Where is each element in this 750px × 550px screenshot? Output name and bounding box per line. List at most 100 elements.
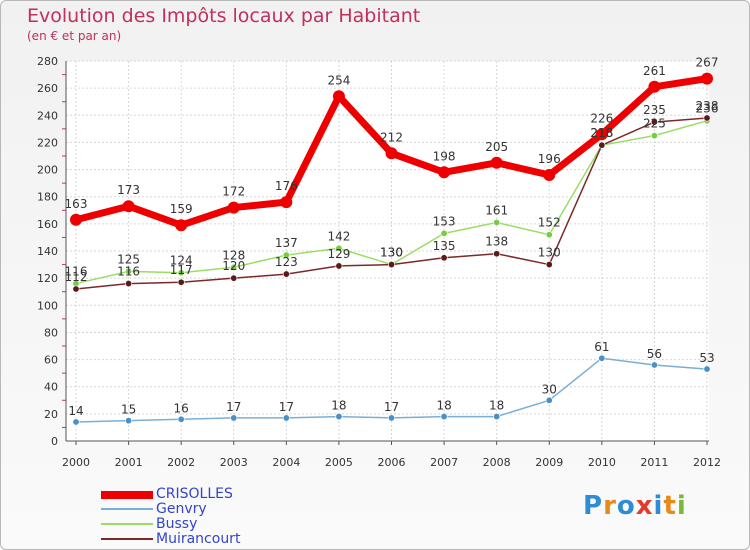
- data-point-genvry: [72, 418, 80, 426]
- legend-swatch-muirancourt: [101, 538, 153, 540]
- data-point-muirancourt: [650, 118, 658, 126]
- logo-letter: i: [653, 491, 664, 521]
- legend-label-bussy: Bussy: [156, 516, 198, 532]
- legend-label-genvry: Genvry: [156, 501, 207, 517]
- data-label-crisolles: 226: [590, 111, 613, 125]
- data-point-crisolles: [385, 147, 398, 160]
- legend-swatch-genvry: [101, 508, 153, 510]
- x-tick-label: 2010: [588, 456, 616, 469]
- data-label-muirancourt: 112: [65, 270, 88, 284]
- data-point-bussy: [440, 229, 448, 237]
- data-point-genvry: [125, 417, 133, 425]
- y-tick-label: 40: [44, 381, 58, 394]
- data-label-genvry: 30: [542, 382, 557, 396]
- series-lines: [70, 72, 713, 426]
- logo-letter: i: [676, 491, 687, 521]
- data-label-genvry: 16: [174, 401, 189, 415]
- data-label-muirancourt: 130: [538, 246, 561, 260]
- data-label-muirancourt: 120: [222, 259, 245, 273]
- logo-letter: r: [603, 491, 617, 521]
- data-point-crisolles: [122, 200, 135, 213]
- x-tick-label: 2003: [220, 456, 248, 469]
- data-point-genvry: [545, 396, 553, 404]
- data-label-genvry: 61: [594, 340, 609, 354]
- data-point-crisolles: [438, 166, 451, 179]
- data-label-bussy: 130: [380, 246, 403, 260]
- legend-label-crisolles: CRISOLLES: [156, 486, 233, 502]
- data-label-crisolles: 176: [275, 179, 298, 193]
- data-point-muirancourt: [493, 250, 501, 258]
- x-tick-label: 2005: [325, 456, 353, 469]
- data-point-muirancourt: [125, 280, 133, 288]
- data-label-muirancourt: 129: [327, 247, 350, 261]
- x-tick-label: 2002: [167, 456, 195, 469]
- data-label-bussy: 218: [590, 126, 613, 140]
- data-point-bussy: [335, 244, 343, 252]
- data-label-crisolles: 172: [222, 185, 245, 199]
- data-point-crisolles: [280, 196, 293, 209]
- data-label-muirancourt: 135: [433, 239, 456, 253]
- data-label-bussy: 161: [485, 204, 508, 218]
- data-label-bussy: 153: [433, 214, 456, 228]
- data-label-genvry: 17: [279, 400, 294, 414]
- data-label-crisolles: 163: [65, 197, 88, 211]
- data-label-genvry: 53: [699, 351, 714, 365]
- data-point-muirancourt: [545, 261, 553, 269]
- data-label-muirancourt: 130: [380, 246, 403, 260]
- data-point-muirancourt: [440, 254, 448, 262]
- chart-subtitle: (en € et par an): [27, 29, 122, 43]
- data-label-crisolles: 261: [643, 64, 666, 78]
- data-label-crisolles: 196: [538, 152, 561, 166]
- y-tick-label: 200: [37, 164, 58, 177]
- data-point-genvry: [387, 414, 395, 422]
- proxiti-logo: Proxiti: [583, 491, 687, 521]
- data-label-genvry: 17: [226, 400, 241, 414]
- data-point-bussy: [493, 219, 501, 227]
- chart-title: Evolution des Impôts locaux par Habitant: [27, 5, 421, 27]
- data-label-crisolles: 198: [433, 149, 456, 163]
- y-tick-label: 160: [37, 218, 58, 231]
- data-point-crisolles: [175, 219, 188, 232]
- data-point-crisolles: [70, 213, 82, 226]
- data-point-muirancourt: [703, 114, 711, 122]
- data-label-crisolles: 173: [117, 183, 140, 197]
- y-tick-label: 100: [37, 299, 58, 312]
- x-tick-label: 2011: [640, 456, 668, 469]
- x-tick-label: 2006: [378, 456, 406, 469]
- data-label-muirancourt: 117: [170, 263, 193, 277]
- y-tick-label: 120: [37, 272, 58, 285]
- x-tick-label: 2008: [483, 456, 511, 469]
- data-point-muirancourt: [335, 262, 343, 270]
- x-tick-label: 2007: [430, 456, 458, 469]
- data-point-crisolles: [332, 90, 345, 103]
- data-label-crisolles: 205: [485, 140, 508, 154]
- grid: [66, 60, 709, 442]
- data-point-genvry: [282, 414, 290, 422]
- data-label-muirancourt: 238: [696, 99, 719, 113]
- data-label-bussy: 128: [222, 248, 245, 262]
- data-point-genvry: [493, 413, 501, 421]
- y-tick-label: 180: [37, 191, 58, 204]
- data-point-bussy: [177, 269, 185, 277]
- legend-label-muirancourt: Muirancourt: [156, 531, 241, 547]
- y-tick-label: 0: [51, 435, 58, 448]
- data-point-crisolles: [543, 169, 556, 181]
- y-tick-label: 240: [37, 109, 58, 122]
- data-point-muirancourt: [177, 278, 185, 286]
- data-point-muirancourt: [598, 141, 606, 149]
- logo-letter: x: [635, 491, 654, 521]
- data-label-genvry: 17: [384, 400, 399, 414]
- data-point-muirancourt: [230, 274, 238, 282]
- y-tick-label: 20: [44, 408, 58, 421]
- data-point-crisolles: [595, 128, 608, 141]
- data-label-bussy: 125: [117, 252, 140, 266]
- data-point-genvry: [703, 365, 711, 373]
- data-label-crisolles: 212: [380, 130, 403, 144]
- data-point-bussy: [125, 267, 133, 275]
- data-point-genvry: [335, 413, 343, 421]
- data-label-bussy: 236: [696, 102, 719, 116]
- y-tick-label: 60: [44, 354, 58, 367]
- logo-letter: P: [583, 491, 604, 521]
